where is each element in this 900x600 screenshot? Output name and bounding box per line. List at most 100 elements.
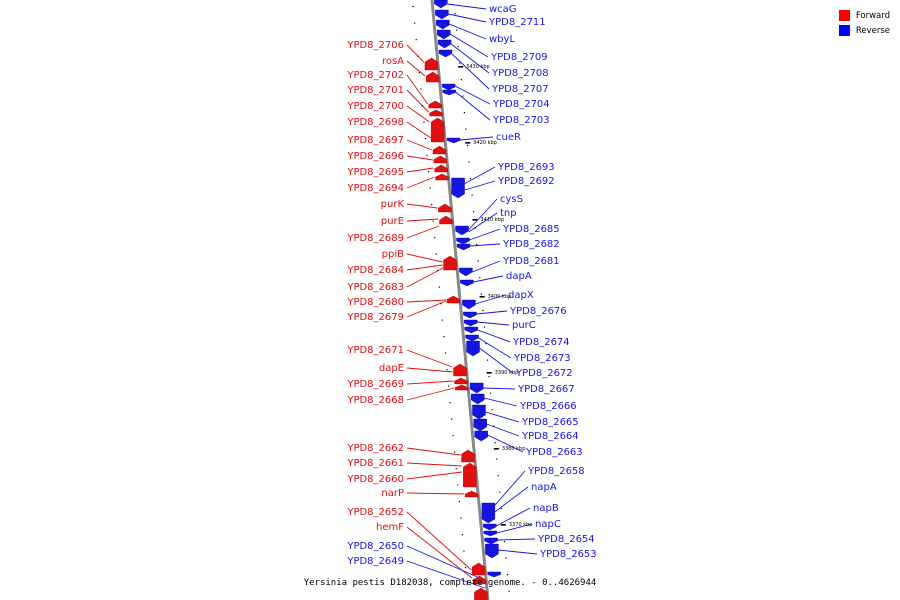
reverse-gene-feature — [471, 393, 485, 405]
forward-gene-feature — [425, 71, 440, 83]
position-dot — [466, 145, 469, 147]
forward-leader-line — [406, 492, 465, 495]
reverse-leader-line — [473, 275, 504, 283]
reverse-gene-feature — [472, 404, 486, 420]
forward-gene-label: YPD8_2661 — [346, 458, 404, 469]
reverse-gene-label: tnp — [500, 208, 517, 219]
position-dot — [424, 138, 427, 140]
forward-leader-line — [406, 367, 453, 373]
forward-gene-label: YPD8_2680 — [346, 297, 404, 308]
position-dot — [503, 541, 506, 543]
reverse-gene-feature — [485, 543, 499, 559]
position-dot — [435, 253, 437, 255]
reverse-gene-feature — [456, 243, 471, 251]
position-dots — [412, 6, 510, 592]
forward-gene-label: YPD8_2696 — [346, 151, 404, 162]
forward-gene-feature — [424, 57, 439, 71]
reverse-leader-line — [448, 13, 487, 23]
reverse-leader-line — [468, 198, 498, 231]
position-dot — [426, 154, 428, 156]
position-dot — [497, 475, 499, 477]
forward-gene-label: YPD8_2702 — [346, 70, 404, 81]
reverse-gene-label: YPD8_2704 — [492, 99, 550, 110]
forward-gene-label: YPD8_2671 — [346, 345, 404, 356]
reverse-gene-feature — [441, 83, 456, 91]
forward-leader-line — [406, 203, 438, 209]
forward-gene-label: YPD8_2662 — [346, 443, 404, 454]
forward-gene-label: dapE — [379, 363, 404, 374]
reverse-gene-label: YPD8_2649 — [346, 556, 404, 567]
tick-mark — [472, 219, 478, 221]
reverse-leader-line — [477, 321, 510, 326]
forward-gene-label: YPD8_2701 — [346, 85, 404, 96]
position-dot — [440, 303, 442, 305]
forward-swatch — [838, 10, 850, 21]
reverse-gene-label: YPD8_2703 — [492, 115, 550, 126]
forward-gene-label: YPD8_2697 — [346, 135, 404, 146]
reverse-gene-label: YPD8_2708 — [491, 68, 549, 79]
position-dot — [464, 567, 467, 569]
forward-leader-line — [406, 300, 447, 318]
reverse-gene-feature — [438, 49, 453, 58]
reverse-leader-line — [476, 310, 508, 315]
position-dot — [458, 501, 460, 503]
forward-leader-line — [406, 462, 462, 467]
forward-gene-feature — [474, 587, 488, 600]
position-dot — [414, 22, 416, 24]
forward-leader-line — [406, 155, 434, 161]
reverse-gene-feature — [437, 29, 451, 40]
position-dot — [493, 425, 495, 427]
reverse-gene-label: dapA — [506, 271, 532, 282]
position-dot — [412, 6, 414, 8]
forward-gene-feature — [428, 100, 442, 109]
position-dot — [418, 72, 420, 74]
reverse-gene-label: purC — [512, 320, 536, 331]
reverse-gene-feature — [451, 177, 465, 199]
position-dot — [446, 369, 448, 371]
position-dot — [466, 583, 468, 585]
reverse-gene-label: wbyL — [489, 34, 515, 45]
reverse-leader-line — [463, 166, 496, 185]
reverse-gene-label: YPD8_2707 — [491, 84, 549, 95]
tick-mark — [465, 142, 471, 144]
reverse-gene-feature — [481, 502, 496, 524]
position-dot — [457, 46, 459, 48]
tick-label: 3380 kbp — [502, 446, 526, 452]
reverse-leader-line — [469, 228, 501, 241]
position-dot — [476, 244, 478, 246]
reverse-leader-line — [477, 329, 511, 343]
position-dot — [427, 171, 430, 173]
reverse-gene-label: YPD8_2673 — [513, 353, 571, 364]
forward-leader-line — [406, 511, 472, 571]
position-dot — [505, 557, 507, 559]
reverse-gene-feature — [436, 19, 450, 30]
forward-gene-label: YPD8_2652 — [346, 507, 404, 518]
position-dot — [465, 128, 467, 130]
forward-gene-feature — [434, 164, 448, 173]
position-dot — [415, 39, 417, 41]
reverse-gene-label: YPD8_2672 — [515, 368, 573, 379]
position-dot — [420, 88, 422, 90]
reverse-gene-feature — [460, 279, 474, 287]
tick-mark — [500, 524, 506, 526]
reverse-gene-feature — [437, 39, 452, 49]
position-dot — [477, 260, 479, 262]
reverse-gene-label: YPD8_2654 — [537, 534, 595, 545]
tick-label: 3420 kbp — [473, 140, 497, 146]
reverse-leader-line — [493, 470, 526, 507]
reverse-gene-label: YPD8_2664 — [521, 431, 579, 442]
reverse-leader-line — [472, 260, 501, 273]
reverse-gene-label: dapX — [508, 290, 534, 301]
forward-gene-label: ppiB — [382, 249, 404, 260]
reverse-gene-feature — [470, 382, 484, 394]
forward-leader-line — [406, 380, 454, 385]
forward-gene-feature — [439, 215, 453, 225]
reverse-leader-line — [454, 85, 491, 105]
position-dot — [508, 590, 510, 592]
forward-leader-line — [406, 74, 429, 105]
position-dot — [417, 55, 419, 57]
forward-gene-label: YPD8_2695 — [346, 167, 404, 178]
reverse-gene-label: wcaG — [489, 4, 517, 15]
forward-leader-line — [406, 105, 430, 123]
legend-item-reverse: Reverse — [838, 23, 890, 38]
